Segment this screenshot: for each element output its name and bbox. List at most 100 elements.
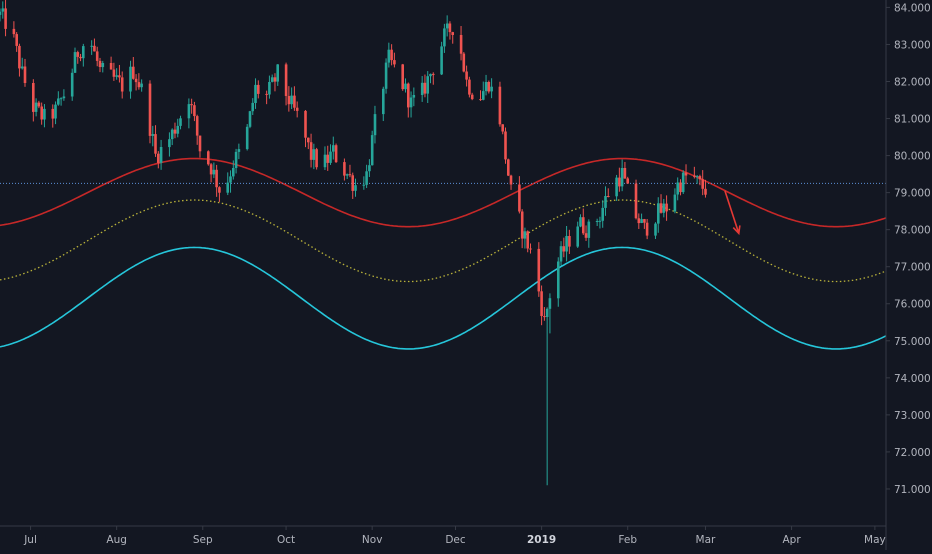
candle[interactable] (151, 125, 155, 147)
candle[interactable] (237, 143, 241, 160)
candle[interactable] (459, 26, 463, 61)
candle[interactable] (643, 218, 646, 229)
candle[interactable] (120, 71, 124, 99)
candle[interactable] (232, 160, 235, 180)
candle[interactable] (426, 71, 429, 103)
candle[interactable] (565, 225, 568, 262)
candle[interactable] (15, 32, 18, 52)
candle[interactable] (601, 200, 604, 228)
candle[interactable] (159, 139, 163, 170)
candle[interactable] (623, 161, 627, 179)
candle[interactable] (487, 80, 491, 94)
candle[interactable] (640, 213, 643, 224)
candle[interactable] (37, 100, 41, 109)
candle[interactable] (0, 8, 2, 22)
candle[interactable] (198, 135, 202, 158)
candle[interactable] (315, 147, 318, 170)
candle[interactable] (657, 197, 660, 233)
candle[interactable] (665, 195, 668, 221)
candle[interactable] (587, 219, 591, 248)
candle[interactable] (520, 209, 524, 249)
candle[interactable] (257, 80, 260, 99)
candle[interactable] (212, 162, 216, 179)
candle[interactable] (101, 60, 105, 73)
candle[interactable] (370, 130, 374, 166)
candle[interactable] (504, 127, 507, 164)
candle[interactable] (209, 163, 213, 183)
candle[interactable] (432, 72, 435, 85)
candle[interactable] (607, 188, 610, 198)
candle[interactable] (568, 229, 571, 254)
candle[interactable] (34, 98, 38, 117)
candle[interactable] (468, 76, 471, 98)
candle[interactable] (620, 159, 624, 192)
candle[interactable] (293, 86, 296, 111)
candle[interactable] (115, 68, 118, 80)
candle[interactable] (76, 50, 80, 64)
candle[interactable] (529, 243, 532, 254)
candle[interactable] (618, 167, 621, 192)
candle[interactable] (207, 150, 210, 166)
candle[interactable] (634, 179, 638, 220)
candle[interactable] (157, 151, 160, 169)
candle[interactable] (273, 73, 277, 92)
candle[interactable] (518, 176, 521, 214)
candle[interactable] (23, 58, 27, 87)
candle[interactable] (329, 144, 332, 165)
candle[interactable] (393, 52, 396, 68)
candle[interactable] (154, 125, 157, 157)
candle[interactable] (412, 87, 416, 107)
candle[interactable] (218, 186, 221, 202)
candle[interactable] (676, 177, 679, 201)
candle[interactable] (540, 285, 543, 326)
candle[interactable] (362, 176, 366, 190)
candle[interactable] (701, 170, 704, 196)
candle[interactable] (284, 62, 288, 106)
candle[interactable] (579, 214, 582, 228)
candle[interactable] (662, 198, 666, 218)
candle[interactable] (4, 0, 7, 37)
candle[interactable] (62, 89, 66, 101)
candle[interactable] (429, 73, 432, 84)
candle[interactable] (276, 64, 279, 86)
candle[interactable] (326, 145, 329, 171)
candle[interactable] (490, 78, 493, 99)
candle[interactable] (290, 87, 293, 110)
candle[interactable] (132, 57, 135, 80)
candle[interactable] (693, 166, 696, 179)
candle[interactable] (409, 91, 413, 118)
candle[interactable] (70, 68, 74, 101)
candle[interactable] (679, 179, 682, 196)
candle[interactable] (40, 102, 43, 125)
candle[interactable] (176, 118, 180, 138)
candle[interactable] (312, 143, 316, 170)
candle[interactable] (134, 74, 138, 91)
candle[interactable] (368, 159, 371, 177)
candle[interactable] (195, 114, 199, 145)
candle[interactable] (307, 137, 310, 150)
candle[interactable] (562, 237, 566, 258)
candle[interactable] (365, 164, 368, 189)
candle[interactable] (148, 80, 152, 144)
candle[interactable] (673, 188, 677, 214)
candle[interactable] (245, 124, 249, 151)
candle[interactable] (404, 78, 407, 93)
candle[interactable] (187, 98, 191, 129)
candle[interactable] (526, 230, 529, 253)
candle[interactable] (254, 78, 257, 109)
candle[interactable] (704, 179, 707, 198)
candle[interactable] (270, 74, 274, 83)
candle[interactable] (598, 216, 602, 229)
candle[interactable] (576, 221, 579, 248)
candle[interactable] (179, 115, 182, 130)
candle[interactable] (90, 40, 93, 55)
candle[interactable] (348, 164, 352, 178)
candle[interactable] (351, 172, 354, 199)
candle[interactable] (604, 186, 607, 216)
candle[interactable] (190, 98, 193, 114)
candle[interactable] (215, 164, 218, 197)
candle[interactable] (509, 174, 513, 190)
candle[interactable] (287, 86, 291, 112)
candles[interactable] (0, 0, 707, 486)
candle[interactable] (559, 241, 563, 266)
